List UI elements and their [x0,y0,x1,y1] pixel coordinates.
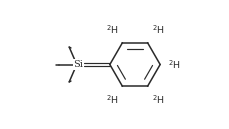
Text: $^{2}$H: $^{2}$H [151,23,164,36]
Text: $^{2}$H: $^{2}$H [105,23,118,36]
Text: Si: Si [73,60,83,69]
Text: $^{2}$H: $^{2}$H [167,58,180,71]
Text: $^{2}$H: $^{2}$H [105,93,118,106]
Text: $^{2}$H: $^{2}$H [151,93,164,106]
